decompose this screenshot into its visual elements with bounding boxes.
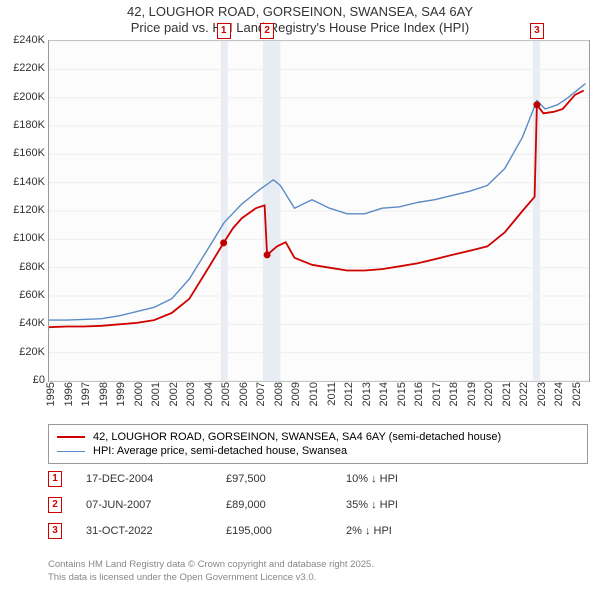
x-tick-label: 1998 [98, 382, 110, 418]
chart-marker-icon: 3 [530, 23, 544, 39]
sale-marker-icon: 2 [48, 497, 62, 513]
sale-price: £97,500 [226, 473, 346, 485]
y-tick-label: £160K [1, 147, 45, 159]
x-tick-label: 2001 [150, 382, 162, 418]
y-tick-label: £200K [1, 91, 45, 103]
x-tick-label: 1995 [45, 382, 57, 418]
sale-price: £195,000 [226, 525, 346, 537]
legend-label-hpi: HPI: Average price, semi-detached house,… [93, 445, 347, 457]
x-tick-label: 2012 [343, 382, 355, 418]
x-tick-label: 2002 [168, 382, 180, 418]
x-tick-label: 2013 [361, 382, 373, 418]
footer: Contains HM Land Registry data © Crown c… [48, 559, 374, 584]
x-tick-label: 1999 [115, 382, 127, 418]
x-tick-label: 2017 [431, 382, 443, 418]
sales-row: 1 17-DEC-2004 £97,500 10% ↓ HPI [48, 466, 588, 492]
title-block: 42, LOUGHOR ROAD, GORSEINON, SWANSEA, SA… [0, 0, 600, 37]
chart-container: 42, LOUGHOR ROAD, GORSEINON, SWANSEA, SA… [0, 0, 600, 590]
y-tick-label: £20K [1, 346, 45, 358]
sale-price: £89,000 [226, 499, 346, 511]
y-tick-label: £100K [1, 232, 45, 244]
legend-swatch-price-paid [57, 436, 85, 438]
legend-swatch-hpi [57, 451, 85, 452]
footer-line2: This data is licensed under the Open Gov… [48, 572, 374, 584]
sale-date: 17-DEC-2004 [86, 473, 226, 485]
sale-date: 31-OCT-2022 [86, 525, 226, 537]
x-tick-label: 2023 [536, 382, 548, 418]
y-tick-label: £240K [1, 34, 45, 46]
x-tick-label: 2016 [413, 382, 425, 418]
x-tick-label: 2015 [396, 382, 408, 418]
y-tick-label: £120K [1, 204, 45, 216]
plot-area: 123 [48, 40, 590, 382]
x-tick-label: 2003 [185, 382, 197, 418]
x-tick-label: 2020 [483, 382, 495, 418]
sale-diff: 2% ↓ HPI [346, 525, 466, 537]
x-tick-label: 2009 [290, 382, 302, 418]
x-tick-label: 2004 [203, 382, 215, 418]
y-tick-label: £220K [1, 62, 45, 74]
x-tick-label: 2007 [255, 382, 267, 418]
x-tick-label: 2010 [308, 382, 320, 418]
x-tick-label: 2014 [378, 382, 390, 418]
x-tick-label: 2008 [273, 382, 285, 418]
x-tick-label: 2018 [448, 382, 460, 418]
x-tick-label: 1996 [63, 382, 75, 418]
x-tick-label: 2021 [501, 382, 513, 418]
x-tick-label: 2005 [220, 382, 232, 418]
chart-marker-icon: 1 [217, 23, 231, 39]
x-tick-label: 2025 [571, 382, 583, 418]
x-tick-label: 2006 [238, 382, 250, 418]
sale-marker-icon: 1 [48, 471, 62, 487]
y-tick-label: £180K [1, 119, 45, 131]
x-tick-label: 2019 [466, 382, 478, 418]
sales-table: 1 17-DEC-2004 £97,500 10% ↓ HPI 2 07-JUN… [48, 466, 588, 544]
y-tick-label: £40K [1, 317, 45, 329]
legend-label-price-paid: 42, LOUGHOR ROAD, GORSEINON, SWANSEA, SA… [93, 431, 501, 443]
x-tick-label: 2022 [518, 382, 530, 418]
sales-row: 3 31-OCT-2022 £195,000 2% ↓ HPI [48, 518, 588, 544]
sale-diff: 35% ↓ HPI [346, 499, 466, 511]
x-tick-label: 1997 [80, 382, 92, 418]
sale-marker-icon: 3 [48, 523, 62, 539]
y-tick-label: £140K [1, 176, 45, 188]
chart-marker-icon: 2 [260, 23, 274, 39]
sale-date: 07-JUN-2007 [86, 499, 226, 511]
y-tick-label: £80K [1, 261, 45, 273]
x-tick-label: 2011 [326, 382, 338, 418]
legend-item-hpi: HPI: Average price, semi-detached house,… [57, 445, 579, 457]
chart-svg [49, 41, 589, 381]
legend-item-price-paid: 42, LOUGHOR ROAD, GORSEINON, SWANSEA, SA… [57, 431, 579, 443]
footer-line1: Contains HM Land Registry data © Crown c… [48, 559, 374, 571]
x-tick-label: 2000 [133, 382, 145, 418]
y-tick-label: £60K [1, 289, 45, 301]
sale-diff: 10% ↓ HPI [346, 473, 466, 485]
x-tick-label: 2024 [553, 382, 565, 418]
title-line1: 42, LOUGHOR ROAD, GORSEINON, SWANSEA, SA… [0, 4, 600, 20]
y-tick-label: £0 [1, 374, 45, 386]
sales-row: 2 07-JUN-2007 £89,000 35% ↓ HPI [48, 492, 588, 518]
title-line2: Price paid vs. HM Land Registry's House … [0, 20, 600, 36]
legend: 42, LOUGHOR ROAD, GORSEINON, SWANSEA, SA… [48, 424, 588, 464]
